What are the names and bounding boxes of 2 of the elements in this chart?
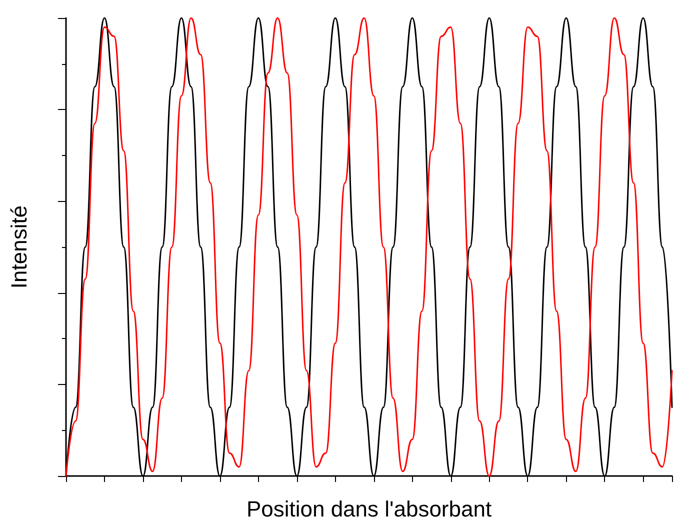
x-axis-title: Position dans l'absorbant [246, 496, 492, 522]
y-axis-title: Intensité [6, 205, 32, 289]
